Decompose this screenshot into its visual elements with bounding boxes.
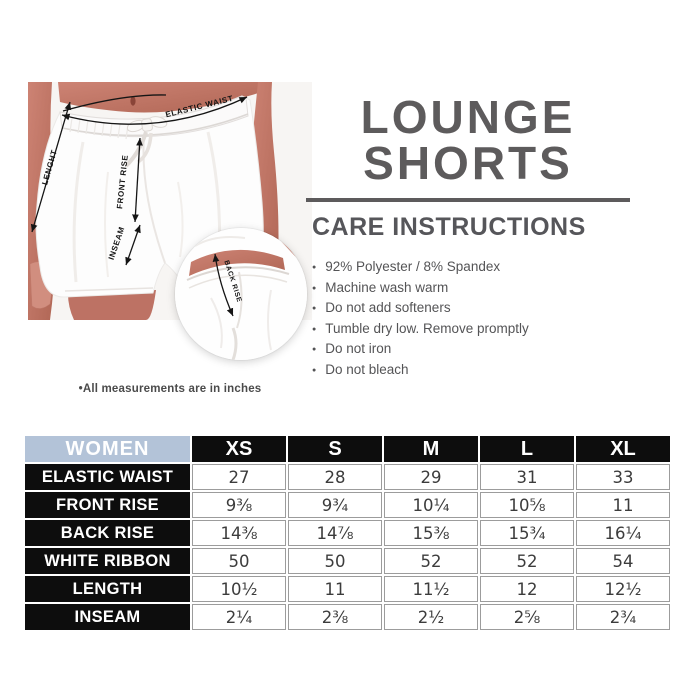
table-header-size-xl: XL — [576, 436, 670, 462]
product-title: LOUNGE SHORTS — [306, 94, 630, 186]
size-chart-table: WOMEN XS S M L XL ELASTIC WAIST 27 28 29… — [23, 434, 672, 632]
table-cell: 9¾ — [288, 492, 382, 518]
table-cell: 2⅝ — [480, 604, 574, 630]
table-cell: 31 — [480, 464, 574, 490]
care-heading: CARE INSTRUCTIONS — [312, 213, 586, 241]
care-item: Tumble dry low. Remove promptly — [312, 319, 630, 340]
care-item: Machine wash warm — [312, 278, 630, 299]
navel — [130, 96, 136, 106]
care-item: Do not iron — [312, 339, 630, 360]
table-cell: 50 — [288, 548, 382, 574]
elastic-waist-arc-top — [62, 94, 167, 112]
table-cell: 28 — [288, 464, 382, 490]
front-rise-arrow — [132, 137, 143, 223]
table-cell: 52 — [384, 548, 478, 574]
table-cell: 10⅝ — [480, 492, 574, 518]
table-cell: 52 — [480, 548, 574, 574]
shorts-back-diagram: BACK RISE — [175, 228, 307, 360]
fit-diagram-figure: ELASTIC WAIST LENGHT FRONT RISE INSEAM — [28, 82, 312, 404]
inset-leg-split — [231, 327, 238, 360]
table-row-back-rise: BACK RISE 14⅜ 14⅞ 15⅜ 15¾ 16¼ — [25, 520, 670, 546]
care-item: Do not bleach — [312, 360, 630, 381]
shorts-front-diagram: ELASTIC WAIST LENGHT FRONT RISE INSEAM — [28, 82, 312, 320]
table-cell: 11 — [288, 576, 382, 602]
table-cell: 9⅜ — [192, 492, 286, 518]
title-divider — [306, 198, 630, 202]
back-rise-arrow — [212, 253, 234, 317]
shorts-fold-left — [72, 141, 85, 283]
inset-waistband-bottom — [188, 274, 288, 289]
table-header-size-xs: XS — [192, 436, 286, 462]
table-header-women: WOMEN — [25, 436, 190, 462]
table-header-size-l: L — [480, 436, 574, 462]
waistband-bottom-edge — [61, 113, 249, 137]
title-line-2: SHORTS — [363, 137, 573, 189]
care-list: 92% Polyester / 8% Spandex Machine wash … — [312, 257, 630, 380]
table-cell: 14⅞ — [288, 520, 382, 546]
table-cell: 50 — [192, 548, 286, 574]
table-cell: 12½ — [576, 576, 670, 602]
table-cell: 10½ — [192, 576, 286, 602]
length-arrow — [30, 101, 72, 233]
table-cell: 27 — [192, 464, 286, 490]
inset-shirt-crease — [194, 236, 246, 247]
title-line-1: LOUNGE — [360, 91, 576, 143]
table-cell: 33 — [576, 464, 670, 490]
left-hem — [64, 287, 154, 292]
table-cell: 11 — [576, 492, 670, 518]
row-label: FRONT RISE — [25, 492, 190, 518]
row-label: LENGTH — [25, 576, 190, 602]
left-leg — [68, 290, 156, 320]
table-cell: 2¾ — [576, 604, 670, 630]
shorts-crease-2 — [104, 171, 109, 278]
table-cell: 12 — [480, 576, 574, 602]
shorts-crease — [177, 181, 184, 258]
back-view-inset: BACK RISE — [175, 228, 307, 360]
table-cell: 15⅜ — [384, 520, 478, 546]
care-item: Do not add softeners — [312, 298, 630, 319]
table-cell: 2½ — [384, 604, 478, 630]
table-row-length: LENGTH 10½ 11 11½ 12 12½ — [25, 576, 670, 602]
row-label: INSEAM — [25, 604, 190, 630]
table-row-inseam: INSEAM 2¼ 2⅜ 2½ 2⅝ 2¾ — [25, 604, 670, 630]
table-row-elastic-waist: ELASTIC WAIST 27 28 29 31 33 — [25, 464, 670, 490]
inseam-arrow — [125, 224, 141, 266]
table-cell: 2⅜ — [288, 604, 382, 630]
care-item: 92% Polyester / 8% Spandex — [312, 257, 630, 278]
table-cell: 10¼ — [384, 492, 478, 518]
row-label: ELASTIC WAIST — [25, 464, 190, 490]
front-rise-seam — [142, 133, 166, 264]
row-label: WHITE RIBBON — [25, 548, 190, 574]
table-cell: 15¾ — [480, 520, 574, 546]
table-header-size-m: M — [384, 436, 478, 462]
table-cell: 16¼ — [576, 520, 670, 546]
table-cell: 11½ — [384, 576, 478, 602]
measurement-arrows — [30, 94, 248, 266]
table-cell: 54 — [576, 548, 670, 574]
model-photo-front: ELASTIC WAIST LENGHT FRONT RISE INSEAM — [28, 82, 312, 320]
table-row-front-rise: FRONT RISE 9⅜ 9¾ 10¼ 10⅝ 11 — [25, 492, 670, 518]
measurements-note: •All measurements are in inches — [78, 383, 262, 395]
row-label: BACK RISE — [25, 520, 190, 546]
table-cell: 2¼ — [192, 604, 286, 630]
table-header-size-s: S — [288, 436, 382, 462]
table-cell: 29 — [384, 464, 478, 490]
inset-crease-right — [267, 289, 272, 351]
inset-waistband-top — [186, 266, 290, 281]
info-column: LOUNGE SHORTS CARE INSTRUCTIONS 92% Poly… — [306, 94, 630, 380]
inset-center-seam — [236, 271, 243, 329]
size-chart-header-row: WOMEN XS S M L XL — [25, 436, 670, 462]
table-cell: 14⅜ — [192, 520, 286, 546]
table-row-white-ribbon: WHITE RIBBON 50 50 52 52 54 — [25, 548, 670, 574]
elastic-waist-arrow — [61, 96, 248, 125]
